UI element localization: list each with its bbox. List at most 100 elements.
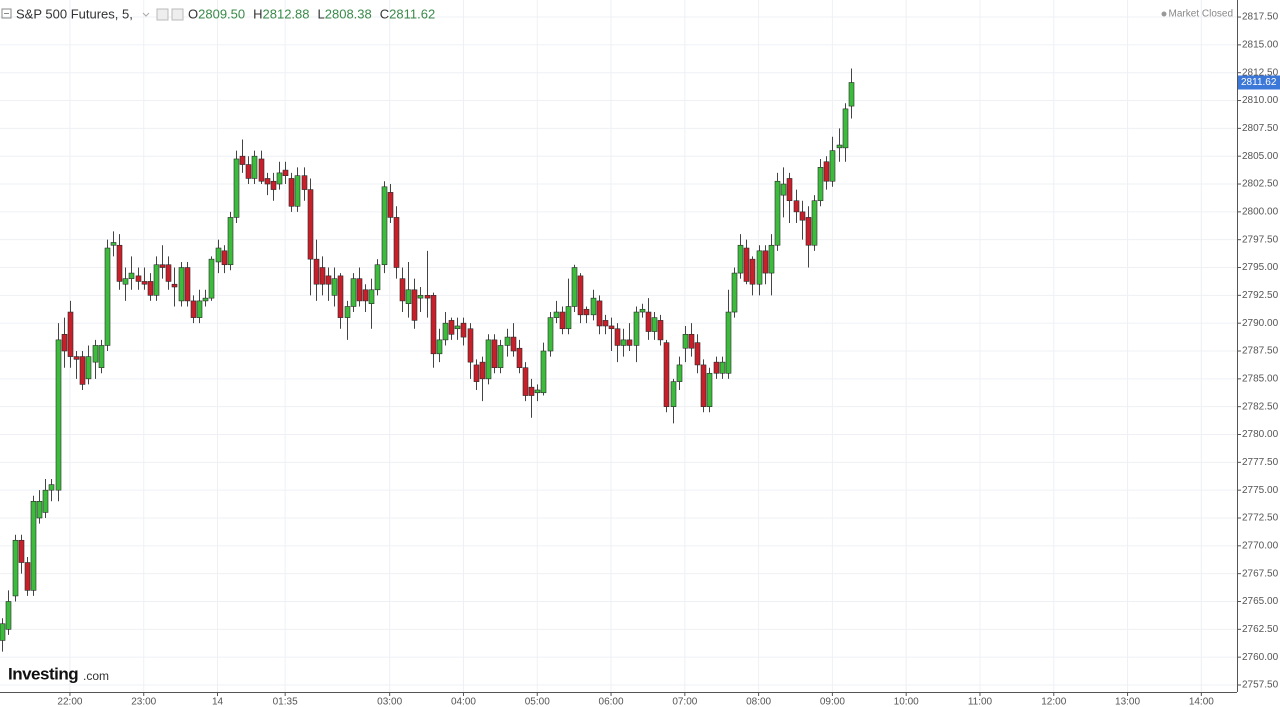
y-tick-label: 2805.00	[1242, 151, 1279, 162]
x-tick-label: 22:00	[57, 697, 82, 707]
candle-body	[817, 167, 824, 202]
candle-body	[233, 158, 240, 218]
candle-body	[565, 306, 572, 330]
candle-body	[48, 484, 55, 491]
symbol: S&P 500 Futures, 5,	[16, 6, 133, 21]
candle-body	[713, 361, 720, 374]
candle-body	[110, 242, 117, 246]
price-tag	[1238, 75, 1280, 90]
candle-body	[184, 267, 191, 302]
grid	[0, 0, 1237, 692]
candle-body	[651, 317, 658, 332]
candle-body	[128, 272, 135, 279]
ohlc-key: H	[253, 6, 262, 21]
x-tick-label: 13:00	[1115, 697, 1140, 707]
candle-body	[559, 311, 566, 330]
ohlc-value: 2812.88	[263, 6, 310, 21]
candle-body	[442, 322, 449, 341]
candle-body	[393, 217, 400, 268]
y-tick-label: 2767.50	[1242, 568, 1279, 579]
candle-body	[774, 180, 781, 246]
candle-body	[731, 272, 738, 313]
candle-body	[633, 311, 640, 346]
collapse-icon[interactable]	[1, 8, 12, 19]
candle-body	[36, 500, 43, 519]
candle-body	[829, 150, 836, 182]
candle-body	[325, 275, 332, 285]
candle-body	[602, 320, 609, 327]
candle-body	[18, 539, 25, 563]
settings-icon[interactable]	[156, 8, 169, 21]
x-tick-label: 07:00	[672, 697, 697, 707]
candle-body	[571, 267, 578, 307]
candle-body	[12, 539, 19, 597]
logo-name: Investing	[8, 664, 78, 683]
candle-body	[454, 325, 461, 330]
y-tick-label: 2762.50	[1242, 624, 1279, 635]
candle-body	[362, 289, 369, 302]
candle-body	[510, 336, 517, 352]
x-tick-label: 14	[212, 697, 224, 707]
candle-body	[805, 217, 812, 246]
candle-body	[676, 364, 683, 382]
candle-body	[590, 297, 597, 316]
candle-body	[258, 158, 265, 182]
x-tick-label: 05:00	[525, 697, 550, 707]
candle-body	[688, 334, 695, 349]
y-tick-label: 2770.00	[1242, 540, 1279, 551]
candle-body	[196, 300, 203, 318]
candle-body	[547, 317, 554, 352]
x-tick-label: 23:00	[131, 697, 156, 707]
candle-body	[700, 364, 707, 407]
y-tick-label: 2800.00	[1242, 206, 1279, 217]
candle-body	[528, 386, 535, 396]
candle-body	[116, 244, 123, 282]
candle-body	[694, 342, 701, 366]
candle-body	[811, 200, 818, 246]
axes: 2757.50 2760.00 2762.50 2765.00 2767.50 2770.…	[57, 12, 1280, 707]
candle-body	[799, 211, 806, 221]
candle-body	[178, 267, 185, 302]
y-tick-label: 2795.00	[1242, 262, 1279, 273]
candle-body	[208, 258, 215, 299]
candle-body	[221, 250, 228, 266]
candle-body	[743, 247, 750, 282]
candle-body	[147, 281, 154, 296]
dropdown-icon[interactable]	[142, 12, 150, 17]
candle-body	[719, 361, 726, 374]
candle-body	[460, 322, 467, 338]
candle-body	[756, 250, 763, 285]
x-tick-label: 04:00	[451, 697, 476, 707]
candle-body	[762, 250, 769, 274]
candle-body	[141, 281, 148, 285]
candle-body	[276, 172, 283, 185]
candle-body	[516, 347, 523, 369]
x-tick-label: 06:00	[599, 697, 624, 707]
candle-body	[294, 175, 301, 207]
y-tick-label: 2807.50	[1242, 123, 1279, 134]
ohlc-key: O	[188, 6, 198, 21]
hide-icon[interactable]	[171, 8, 184, 21]
candle-body	[848, 82, 855, 107]
candle-body	[153, 264, 160, 296]
price-tag-label: 2811.62	[1241, 77, 1277, 88]
candle-body	[657, 320, 664, 341]
market-status: Market Closed	[1169, 9, 1233, 20]
candle-body	[577, 275, 584, 316]
x-tick-label: 10:00	[894, 697, 919, 707]
candle-body	[626, 339, 633, 346]
candles	[0, 68, 855, 652]
candle-body	[540, 350, 547, 394]
candle-body	[313, 258, 320, 285]
candle-body	[98, 345, 105, 369]
candle-body	[85, 356, 92, 380]
y-tick-label: 2812.50	[1242, 67, 1279, 78]
y-tick-label: 2792.50	[1242, 290, 1279, 301]
candle-body	[55, 339, 62, 491]
candle-body	[768, 244, 775, 274]
candle-body	[793, 200, 800, 213]
candle-body	[479, 361, 486, 380]
candle-body	[104, 247, 111, 346]
ohlc-value: 2811.62	[389, 6, 435, 21]
